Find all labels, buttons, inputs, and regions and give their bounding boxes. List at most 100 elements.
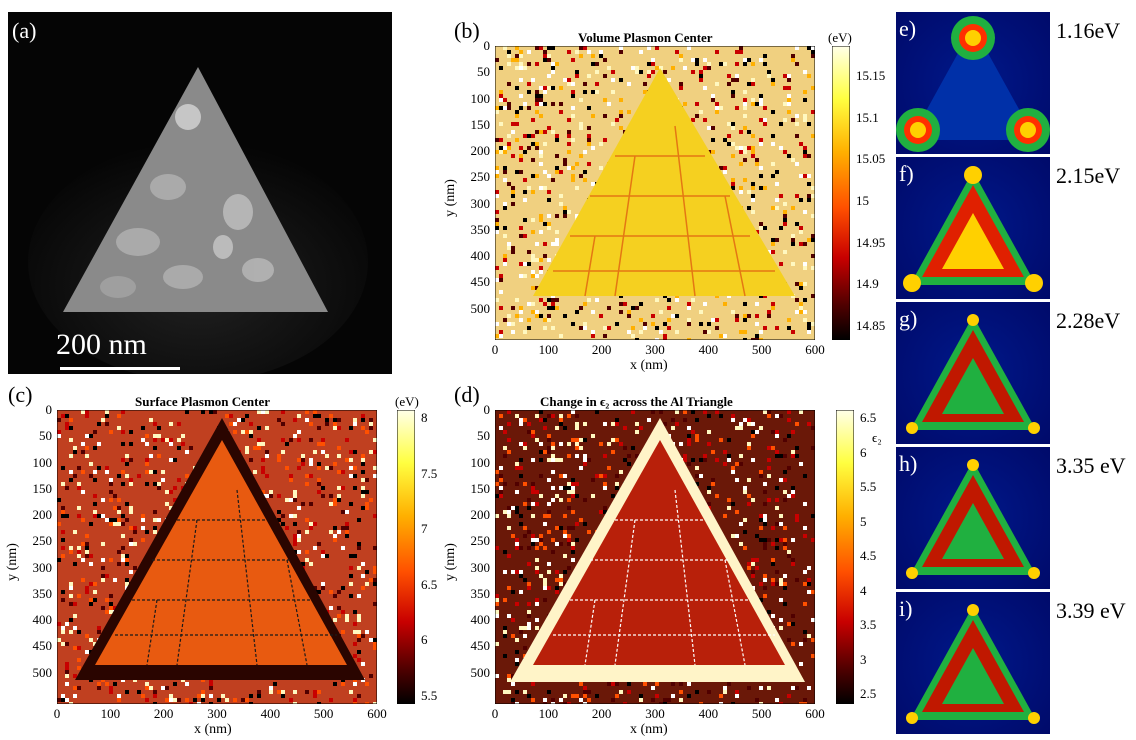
panel-c-colorbar-unit: (eV) [395, 394, 419, 409]
x-tick-label: 300 [645, 706, 665, 721]
panel-a: (a) 200 nm [8, 12, 392, 382]
side-panel-column: e) 1.16eV f) 2.15eV g) 2.28eV h) 3.35 eV i) 3.39 … [896, 12, 1132, 736]
x-tick-label: 600 [805, 342, 825, 357]
y-tick-label: 50 [39, 428, 52, 444]
y-tick-label: 250 [470, 533, 491, 549]
y-tick-label: 200 [470, 143, 491, 158]
y-tick-label: 400 [470, 248, 491, 263]
panel-d-x-ticks: 0 100 200 300 400 500 600 [492, 706, 825, 724]
side-panel-h: h) [896, 447, 1050, 589]
panel-c-x-ticks: 0 100 200 300 400 500 600 [54, 706, 387, 724]
colorbar-tick-label: 14.9 [856, 276, 879, 292]
y-tick-label: 150 [32, 480, 53, 496]
side-panel-energy: 1.16eV [1056, 18, 1121, 43]
colorbar-tick-label: 6.5 [860, 410, 877, 425]
panel-d-ylabel: y (nm) [442, 543, 458, 581]
panel-b-colorbar-ticks: 15.15 15.1 15.05 15 14.95 14.9 14.85 [856, 46, 916, 340]
x-tick-label: 200 [153, 706, 174, 721]
triangle-volume [533, 68, 795, 296]
panel-d-xlabel: x (nm) [630, 722, 668, 737]
colorbar-tick-label: 6 [860, 444, 867, 460]
side-panel-energy: 3.39 eV [1056, 598, 1126, 623]
panel-d-label: (d) [454, 382, 480, 407]
panel-b-x-ticks: 0 100 200 300 400 500 600 [492, 342, 825, 360]
x-tick-label: 100 [100, 706, 121, 721]
colorbar-tick-label: 8 [421, 410, 428, 425]
eels-map-e [896, 16, 1050, 152]
panel-c-y-ticks: 0 50 100 150 200 250 300 350 400 450 500 [24, 402, 54, 704]
colorbar-tick-label: 2.5 [860, 686, 877, 701]
x-tick-label: 600 [367, 706, 387, 721]
x-tick-label: 500 [751, 342, 772, 357]
y-tick-label: 500 [32, 664, 53, 680]
y-tick-label: 400 [32, 612, 53, 627]
colorbar-tick-label: 6 [421, 632, 428, 648]
colorbar-tick-label: 3 [860, 651, 867, 667]
colorbar-tick-label: 6.5 [421, 576, 438, 592]
stem-image [28, 67, 368, 382]
y-tick-label: 350 [470, 585, 491, 601]
y-tick-label: 300 [470, 195, 491, 211]
panel-b-title: Volume Plasmon Center [578, 30, 713, 45]
colorbar-tick-label: 3.5 [860, 617, 877, 632]
panel-d-heatmap [495, 410, 815, 704]
scale-bar-text: 200 nm [56, 328, 147, 361]
colorbar-tick-label: 14.85 [856, 318, 886, 333]
colorbar-tick-label: 5 [860, 513, 867, 529]
y-tick-label: 200 [32, 507, 53, 522]
colorbar-tick-label: 15.1 [856, 109, 879, 125]
panel-b-colorbar-unit: (eV) [828, 30, 852, 45]
side-panel-energy: 2.15eV [1056, 163, 1121, 188]
y-tick-label: 50 [477, 428, 490, 444]
panel-d-colorbar-ticks: 6.5 6 5.5 5 4.5 4 3.5 3 2.5 [860, 410, 896, 704]
x-tick-label: 400 [698, 342, 719, 357]
y-tick-label: 500 [470, 664, 491, 680]
x-tick-label: 200 [591, 342, 612, 357]
panel-b-y-ticks: 0 50 100 150 200 250 300 350 400 450 500 [462, 38, 492, 340]
x-tick-label: 0 [491, 706, 499, 721]
panel-c-colorbar [397, 410, 415, 704]
y-tick-label: 450 [470, 638, 491, 654]
x-tick-label: 0 [491, 342, 499, 357]
y-tick-label: 0 [45, 402, 53, 417]
colorbar-tick-label: 4.5 [860, 548, 877, 563]
side-panel-letter: i) [899, 596, 913, 621]
y-tick-label: 350 [32, 585, 53, 601]
panel-d-y-ticks: 0 50 100 150 200 250 300 350 400 450 500 [462, 402, 492, 704]
side-panel-energy: 2.28eV [1056, 308, 1121, 333]
eels-map-g [906, 314, 1040, 434]
x-tick-label: 500 [313, 706, 334, 721]
panel-b-colorbar [832, 46, 850, 340]
side-panel-letter: e) [899, 16, 917, 41]
panel-c-ylabel: y (nm) [4, 543, 20, 581]
side-panel-letter: f) [899, 161, 914, 186]
x-tick-label: 100 [538, 342, 559, 357]
y-tick-label: 100 [32, 454, 53, 470]
panel-b-xlabel: x (nm) [630, 358, 668, 373]
panel-c-title: Surface Plasmon Center [135, 394, 271, 409]
y-tick-label: 450 [32, 638, 53, 654]
panel-c-xlabel: x (nm) [194, 722, 232, 737]
side-panel-i: i) [896, 592, 1050, 734]
panel-d-colorbar-unit: ϵ₂ [872, 430, 882, 445]
eels-map-h [906, 459, 1040, 579]
panel-d-colorbar [836, 410, 854, 704]
y-tick-label: 100 [470, 90, 491, 106]
side-panel-e: e) [896, 12, 1050, 154]
x-tick-label: 500 [751, 706, 772, 721]
y-tick-label: 250 [32, 533, 53, 549]
colorbar-tick-label: 7.5 [421, 465, 438, 481]
side-panel-energy: 3.35 eV [1056, 453, 1126, 478]
colorbar-tick-label: 14.95 [856, 234, 886, 250]
y-tick-label: 300 [470, 559, 491, 575]
colorbar-tick-label: 7 [421, 521, 428, 537]
y-tick-label: 50 [477, 64, 490, 80]
x-tick-label: 0 [53, 706, 61, 721]
side-panel-letter: h) [899, 451, 918, 476]
panel-d-title: Change in ϵ₂ across the Al Triangle [540, 394, 733, 409]
y-tick-label: 500 [470, 300, 491, 316]
colorbar-tick-label: 15 [856, 193, 869, 208]
colorbar-tick-label: 15.15 [856, 68, 886, 83]
y-tick-label: 400 [470, 612, 491, 627]
y-tick-label: 150 [470, 116, 491, 132]
